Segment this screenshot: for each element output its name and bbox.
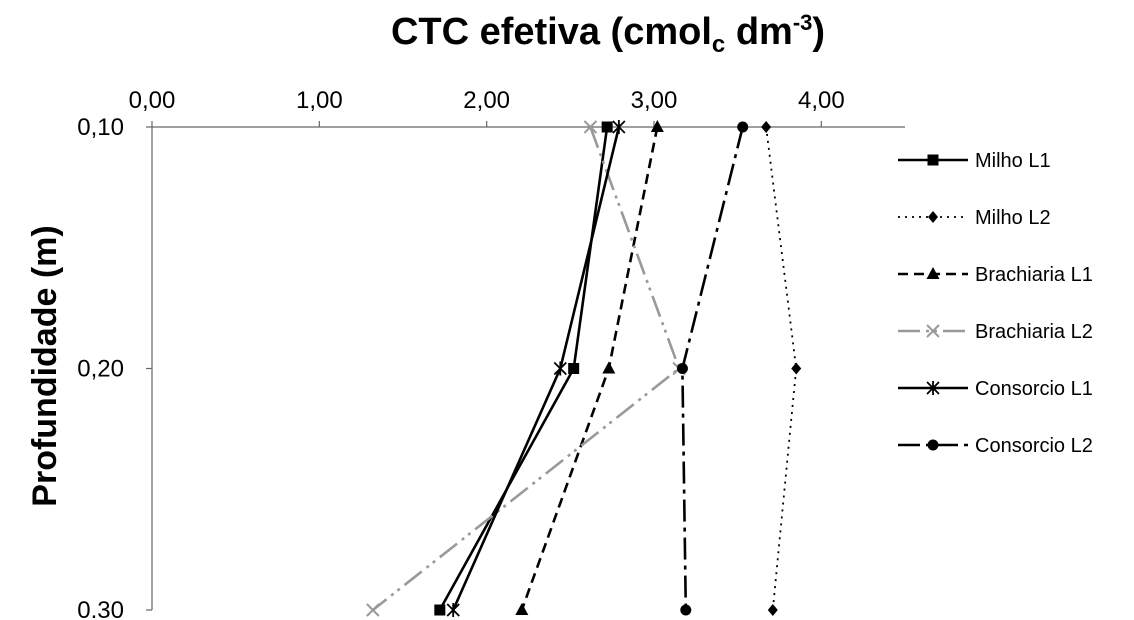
data-point bbox=[583, 120, 598, 134]
legend-label: Milho L2 bbox=[975, 207, 1051, 229]
x-tick-label: 3,00 bbox=[631, 87, 678, 114]
legend-marker bbox=[928, 211, 938, 223]
legend-entry: Brachiaria L2 bbox=[898, 321, 1093, 343]
series-line bbox=[452, 126, 621, 611]
series-line bbox=[681, 126, 744, 611]
data-point bbox=[767, 604, 778, 616]
legend-entry: Brachiaria L1 bbox=[898, 264, 1093, 286]
y-tick-label: 0,10 bbox=[77, 114, 124, 141]
legend-label: Milho L1 bbox=[975, 150, 1051, 172]
data-point bbox=[515, 603, 529, 615]
legend-label: Consorcio L1 bbox=[975, 378, 1093, 400]
series-milho-l2 bbox=[761, 121, 802, 616]
series-consorcio-l2 bbox=[676, 121, 749, 616]
legend-label: Brachiaria L2 bbox=[975, 321, 1093, 343]
series-brachiaria-l1 bbox=[515, 120, 664, 615]
legend-label: Brachiaria L1 bbox=[975, 264, 1093, 286]
series-milho-l1 bbox=[434, 121, 613, 616]
x-tick-label: 1,00 bbox=[296, 87, 343, 114]
y-tick-label: 0.30 bbox=[77, 597, 124, 620]
series-layer bbox=[366, 120, 802, 617]
data-point bbox=[737, 121, 749, 133]
y-tick-label: 0,20 bbox=[77, 356, 124, 383]
x-tick-label: 0,00 bbox=[129, 87, 176, 114]
legend: Milho L1 Milho L2 Brachiaria L1 Brachiaria … bbox=[898, 150, 1093, 457]
data-point bbox=[568, 363, 580, 374]
legend-label: Consorcio L2 bbox=[975, 435, 1093, 457]
legend-marker bbox=[926, 267, 940, 279]
data-point bbox=[650, 120, 664, 132]
data-point bbox=[761, 121, 772, 133]
data-point bbox=[602, 361, 616, 374]
data-point bbox=[601, 121, 613, 133]
y-axis-label: Profundidade (m) bbox=[26, 225, 64, 506]
legend-entry: Consorcio L1 bbox=[898, 378, 1093, 400]
legend-entry: Consorcio L2 bbox=[898, 435, 1093, 457]
series-line bbox=[520, 126, 659, 611]
series-line bbox=[438, 126, 609, 611]
data-point bbox=[446, 603, 460, 617]
data-point bbox=[366, 603, 380, 617]
data-point bbox=[676, 363, 688, 374]
data-point bbox=[612, 120, 626, 134]
axes: 0,00 1,00 2,00 3,00 4,00 0,10 0,20 0.30 bbox=[77, 87, 905, 620]
chart-title: CTC efetiva (cmolc dm-3) bbox=[391, 10, 825, 58]
x-tick-label: 2,00 bbox=[463, 87, 510, 114]
legend-marker bbox=[926, 381, 940, 395]
series-consorcio-l1 bbox=[446, 120, 626, 617]
legend-marker bbox=[926, 324, 940, 338]
data-point bbox=[791, 362, 802, 375]
legend-marker bbox=[927, 439, 939, 451]
data-point bbox=[680, 604, 692, 616]
series-brachiaria-l2 bbox=[366, 120, 686, 617]
legend-marker bbox=[927, 154, 939, 166]
legend-entry: Milho L2 bbox=[898, 207, 1051, 229]
data-point bbox=[553, 361, 567, 376]
series-line bbox=[372, 126, 681, 612]
data-point bbox=[434, 604, 446, 616]
legend-entry: Milho L1 bbox=[898, 150, 1051, 172]
x-tick-label: 4,00 bbox=[798, 87, 845, 114]
